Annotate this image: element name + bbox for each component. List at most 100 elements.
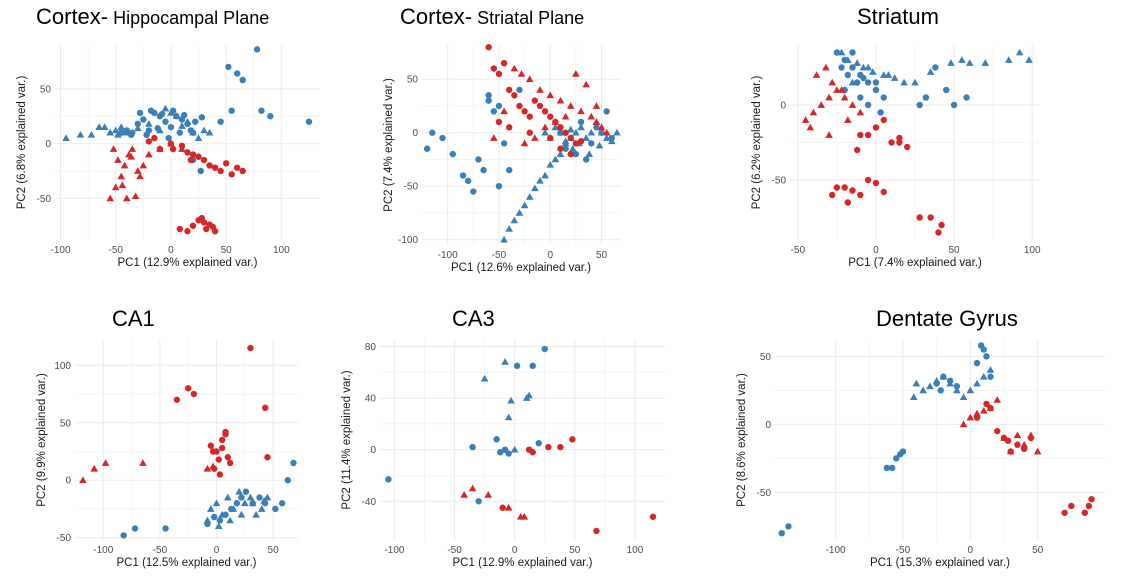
data-point-red-triangle <box>1013 431 1022 439</box>
data-point-red-circle <box>864 176 872 184</box>
data-point-red-triangle <box>1033 447 1042 455</box>
data-point-red-circle <box>224 454 232 461</box>
data-point-blue-triangle <box>114 131 122 138</box>
data-point-red-triangle <box>979 406 988 414</box>
y-tick-label: -50 <box>757 488 772 499</box>
y-tick-label: 0 <box>412 128 418 139</box>
data-point-red-circle <box>228 171 235 178</box>
data-point-blue-triangle <box>183 117 192 125</box>
data-point-red-circle <box>888 139 895 146</box>
data-point-blue-triangle <box>979 372 988 380</box>
data-point-blue-circle <box>916 101 923 109</box>
x-tick-label: -50 <box>447 545 462 556</box>
data-point-red-circle <box>216 471 224 478</box>
x-tick-label: -50 <box>791 245 806 256</box>
x-tick-label: 100 <box>273 245 290 256</box>
data-point-blue-triangle <box>585 150 594 157</box>
data-point-red-circle <box>200 219 208 226</box>
data-point-blue-circle <box>198 114 206 121</box>
data-point-red-triangle <box>812 71 821 78</box>
data-point-red-circle <box>541 108 549 115</box>
data-point-blue-circle <box>176 129 183 136</box>
plot-area <box>75 340 298 540</box>
data-point-red-circle <box>557 145 564 152</box>
data-point-red-triangle <box>114 156 122 163</box>
data-point-blue-circle <box>470 188 477 195</box>
data-point-blue-circle <box>588 140 595 147</box>
data-point-blue-triangle <box>607 137 616 145</box>
data-point-blue-triangle <box>207 505 215 512</box>
x-tick-label: -50 <box>109 245 124 256</box>
data-point-blue-triangle <box>134 124 142 132</box>
data-point-blue-triangle <box>561 137 570 145</box>
data-point-blue-triangle <box>117 123 126 131</box>
data-point-red-triangle <box>556 96 565 104</box>
data-point-blue-circle <box>877 109 884 116</box>
x-axis-label: PC1 (12.6% explained var.) <box>451 262 591 274</box>
data-point-red-circle <box>151 134 158 142</box>
data-point-red-circle <box>577 138 585 145</box>
data-point-red-circle <box>525 446 533 453</box>
data-point-blue-triangle <box>525 391 533 399</box>
data-point-blue-triangle <box>510 216 519 224</box>
data-point-red-triangle <box>109 145 118 152</box>
data-point-blue-triangle <box>551 123 560 131</box>
data-point-blue-circle <box>485 97 492 104</box>
data-point-blue-triangle <box>95 123 103 131</box>
data-point-red-triangle <box>106 194 115 202</box>
data-point-red-triangle <box>520 139 529 147</box>
data-point-blue-circle <box>278 500 286 507</box>
data-point-red-circle <box>1061 509 1068 516</box>
data-point-blue-triangle <box>501 358 509 365</box>
data-point-blue-circle <box>932 64 939 71</box>
data-point-blue-triangle <box>505 225 514 232</box>
data-point-blue-triangle <box>597 128 606 136</box>
data-point-red-triangle <box>167 139 175 147</box>
plot-area <box>775 340 1105 540</box>
data-point-red-triangle <box>209 462 217 470</box>
data-point-blue-circle <box>290 459 297 467</box>
data-point-red-triangle <box>546 91 555 99</box>
y-axis-label: PC2 (11.4% explained var.) <box>341 370 353 509</box>
data-point-red-triangle <box>966 413 975 421</box>
data-point-red-circle <box>173 396 181 403</box>
data-point-red-triangle <box>825 93 833 101</box>
data-point-red-triangle <box>118 181 127 189</box>
data-point-red-circle <box>649 513 657 520</box>
data-point-red-circle <box>1088 495 1095 503</box>
data-point-blue-circle <box>127 131 135 139</box>
data-point-blue-circle <box>844 71 852 79</box>
data-point-red-circle <box>218 436 226 444</box>
data-point-red-circle <box>200 156 208 164</box>
data-point-blue-triangle <box>480 374 489 382</box>
y-tick-label: 50 <box>760 352 772 363</box>
data-point-blue-triangle <box>200 126 208 134</box>
data-point-red-triangle <box>484 491 493 498</box>
data-point-blue-circle <box>233 500 241 507</box>
data-point-blue-circle <box>953 383 961 390</box>
data-point-red-triangle <box>127 152 135 160</box>
data-point-red-circle <box>211 164 219 171</box>
data-point-red-triangle <box>825 131 833 138</box>
data-point-red-triangle <box>500 107 508 115</box>
data-point-red-circle <box>189 222 197 229</box>
data-point-red-triangle <box>551 118 560 125</box>
data-point-red-circle <box>938 221 945 229</box>
data-point-red-triangle <box>120 161 129 169</box>
x-tick-label: 50 <box>268 545 280 556</box>
data-point-red-circle <box>864 131 872 139</box>
data-point-blue-circle <box>284 477 292 484</box>
x-tick-label: 50 <box>1032 545 1044 556</box>
data-point-blue-circle <box>893 455 900 462</box>
data-point-red-circle <box>226 459 234 467</box>
y-tick-label: 50 <box>40 84 52 95</box>
data-point-red-circle <box>557 443 564 451</box>
data-point-blue-circle <box>158 110 166 118</box>
data-point-blue-circle <box>225 63 232 71</box>
data-point-red-triangle <box>128 145 137 152</box>
data-point-red-triangle <box>587 112 596 120</box>
data-point-blue-triangle <box>214 522 223 530</box>
data-point-red-circle <box>828 191 836 199</box>
